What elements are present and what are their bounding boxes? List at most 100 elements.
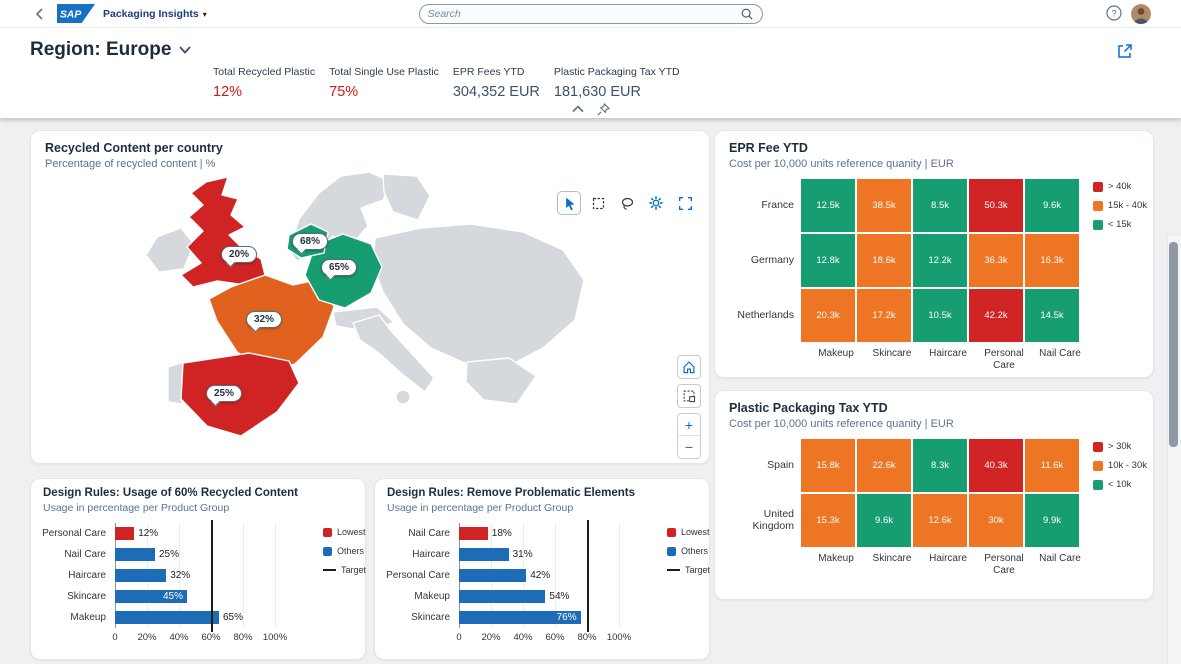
legend-label: Lowest [681, 527, 710, 537]
fullscreen-button[interactable] [673, 191, 697, 215]
heatmap-cell[interactable]: 36.3k [969, 234, 1023, 287]
heatmap-cell[interactable]: 8.3k [913, 439, 967, 492]
kpi-strip: Total Recycled Plastic 12% Total Single … [213, 66, 680, 100]
zoom-to-selection-button[interactable] [677, 384, 701, 408]
axis-tick-label: 80% [577, 632, 597, 643]
bar[interactable]: 76% [459, 611, 581, 624]
product-title[interactable]: Packaging Insights ▾ [103, 8, 207, 20]
map-toolbar [557, 191, 697, 215]
product-title-label: Packaging Insights [103, 8, 199, 20]
heatmap-column-label: Nail Care [1039, 348, 1081, 359]
legend-item: Lowest [667, 527, 710, 537]
map-country-united-kingdom[interactable] [180, 176, 266, 288]
legend-swatch [667, 569, 680, 571]
heatmap-cell[interactable]: 40.3k [969, 439, 1023, 492]
heatmap-row-label: United Kingdom [752, 507, 794, 532]
heatmap-column-label: Skincare [872, 553, 912, 564]
kpi-label: Total Recycled Plastic [213, 66, 316, 78]
search-input[interactable] [427, 8, 740, 20]
heatmap: Spain 15.8k 22.6k 8.3k 40.3k 11.6k United King… [727, 439, 1081, 549]
heatmap-cell[interactable]: 17.2k [857, 289, 911, 342]
heatmap-cell[interactable]: 18.6k [857, 234, 911, 287]
heatmap-cell[interactable]: 16.3k [1025, 234, 1079, 287]
heatmap-cell[interactable]: 9.9k [1025, 494, 1079, 547]
help-button[interactable]: ? [1105, 5, 1123, 23]
heatmap-row: Spain 15.8k 22.6k 8.3k 40.3k 11.6k [727, 439, 1081, 492]
heatmap-cell[interactable]: 14.5k [1025, 289, 1079, 342]
bar[interactable] [115, 611, 219, 624]
pointer-tool-button[interactable] [557, 191, 581, 215]
bar[interactable] [459, 569, 527, 582]
heatmap-cell[interactable]: 50.3k [969, 179, 1023, 232]
kpi-epr-fees-ytd[interactable]: EPR Fees YTD 304,352 EUR [453, 66, 540, 100]
share-button[interactable] [1115, 42, 1135, 62]
kpi-total-single-use-plastic[interactable]: Total Single Use Plastic 75% [329, 66, 439, 100]
card-title: Recycled Content per country [45, 141, 223, 155]
chevron-down-icon [179, 46, 192, 54]
recycled-content-map-card: Recycled Content per country Percentage … [30, 130, 710, 464]
bar-track: 42% [459, 569, 635, 582]
back-button[interactable] [30, 5, 48, 23]
heatmap: France 12.5k 38.5k 8.5k 50.3k 9.6k Germany 12.8… [727, 179, 1081, 344]
card-title: Design Rules: Usage of 60% Recycled Cont… [43, 487, 298, 499]
kpi-total-recycled-plastic[interactable]: Total Recycled Plastic 12% [213, 66, 315, 100]
page-title[interactable]: Region: Europe [30, 39, 192, 61]
heatmap-cell[interactable]: 30k [969, 494, 1023, 547]
heatmap-cell[interactable]: 10.5k [913, 289, 967, 342]
map-home-button[interactable] [677, 355, 701, 379]
bar-chart-legend: Lowest Others Target [323, 527, 366, 584]
bar[interactable] [115, 569, 167, 582]
legend-label: 15k - 40k [1107, 200, 1147, 211]
heatmap-cell[interactable]: 12.8k [801, 234, 855, 287]
bar-value-label: 18% [491, 528, 512, 539]
heatmap-cell[interactable]: 22.6k [857, 439, 911, 492]
heatmap-cell[interactable]: 12.2k [913, 234, 967, 287]
bar-category-label: Skincare [67, 591, 106, 602]
heatmap-row-label: Germany [750, 253, 794, 266]
bar-chart: Personal Care 12% Nail Care 25% Haircare 32% S… [41, 520, 333, 632]
heatmap-cell[interactable]: 42.2k [969, 289, 1023, 342]
bar-row: Nail Care 18% [385, 523, 677, 544]
legend-item: > 30k [1092, 441, 1147, 452]
card-title: Plastic Packaging Tax YTD [729, 401, 888, 415]
heatmap-cell[interactable]: 15.3k [801, 494, 855, 547]
axis-tick-label: 100% [262, 632, 288, 643]
lasso-select-button[interactable] [615, 191, 639, 215]
marquee-icon [592, 197, 604, 209]
zoom-out-button[interactable]: − [678, 436, 700, 458]
heatmap-cell[interactable]: 8.5k [913, 179, 967, 232]
epr-fee-ytd-card: EPR Fee YTD Cost per 10,000 units refere… [714, 130, 1154, 378]
heatmap-cell[interactable]: 20.3k [801, 289, 855, 342]
card-subtitle: Usage in percentage per Product Group [387, 502, 574, 514]
map-settings-button[interactable] [644, 191, 668, 215]
bar[interactable]: 45% [115, 590, 187, 603]
map-value-bubble-netherlands: 68% [292, 233, 329, 250]
bar[interactable] [115, 548, 155, 561]
rectangle-select-button[interactable] [586, 191, 610, 215]
heatmap-cell[interactable]: 9.6k [857, 494, 911, 547]
legend-swatch [667, 527, 676, 537]
scrollbar-thumb[interactable] [1169, 242, 1178, 447]
pin-header-button[interactable] [597, 102, 611, 115]
zoom-in-button[interactable]: + [678, 414, 700, 436]
header-collapse-controls [571, 102, 611, 115]
bar[interactable] [115, 527, 135, 540]
legend-swatch [1092, 200, 1103, 211]
kpi-value: 12% [213, 84, 243, 100]
collapse-header-button[interactable] [571, 103, 585, 115]
kpi-plastic-packaging-tax-ytd[interactable]: Plastic Packaging Tax YTD 181,630 EUR [554, 66, 680, 100]
bar-track: 31% [459, 548, 635, 561]
heatmap-cell[interactable]: 11.6k [1025, 439, 1079, 492]
heatmap-cell[interactable]: 9.6k [1025, 179, 1079, 232]
card-title: Design Rules: Remove Problematic Element… [387, 487, 635, 499]
bar[interactable] [459, 590, 546, 603]
heatmap-cell[interactable]: 12.6k [913, 494, 967, 547]
bar[interactable] [459, 548, 509, 561]
heatmap-cell[interactable]: 38.5k [857, 179, 911, 232]
avatar[interactable] [1131, 4, 1151, 24]
bar[interactable] [459, 527, 488, 540]
heatmap-cell[interactable]: 12.5k [801, 179, 855, 232]
map-country-finland [382, 173, 431, 221]
heatmap-cell[interactable]: 15.8k [801, 439, 855, 492]
